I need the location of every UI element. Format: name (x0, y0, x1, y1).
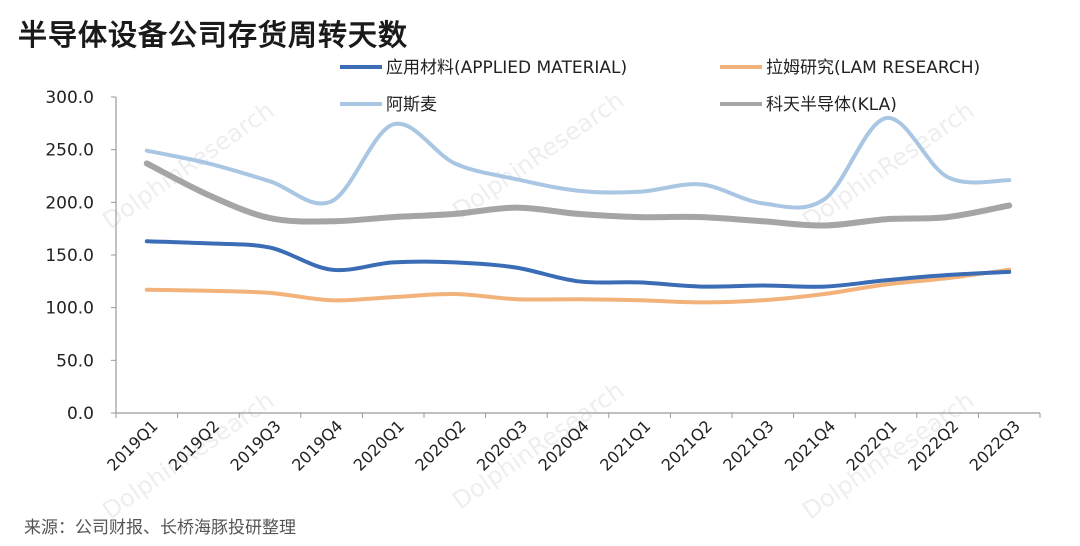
y-tick-label: 200.0 (45, 193, 94, 213)
series-line-applied (144, 239, 1012, 289)
source-note: 来源：公司财报、长桥海豚投研整理 (24, 518, 296, 538)
legend-label-kla: 科天半导体(KLA) (766, 95, 897, 115)
legend-label-applied: 应用材料(APPLIED MATERIAL) (386, 58, 627, 78)
x-tick-label: 2022Q3 (966, 416, 1024, 474)
y-tick-label: 100.0 (45, 299, 94, 319)
x-tick-label: 2019Q4 (288, 416, 346, 474)
x-tick-label: 2021Q1 (596, 416, 654, 474)
y-tick-label: 300.0 (45, 88, 94, 108)
series-line-lam (144, 267, 1012, 305)
watermark-text: DolphinResearch (447, 86, 629, 225)
watermark-text: DolphinResearch (797, 386, 979, 525)
y-tick-label: 250.0 (45, 141, 94, 161)
y-axis-ticks: 0.0 50.0 100.0 150.0 200.0 250.0 300.0 (45, 88, 116, 424)
y-tick-label: 0.0 (67, 404, 94, 424)
x-tick-label: 2021Q3 (719, 416, 777, 474)
series-line-kla (143, 160, 1013, 229)
x-tick-label: 2020Q1 (350, 416, 408, 474)
legend-label-asml: 阿斯麦 (386, 95, 437, 115)
x-tick-label: 2021Q4 (781, 416, 839, 474)
legend: 应用材料(APPLIED MATERIAL) 拉姆研究(LAM RESEARCH)… (340, 58, 980, 115)
x-tick-label: 2020Q2 (411, 416, 469, 474)
series-lines (143, 116, 1013, 305)
y-tick-label: 50.0 (56, 351, 94, 371)
chart-title: 半导体设备公司存货周转天数 (18, 18, 409, 52)
watermark-text: DolphinResearch (447, 376, 629, 515)
y-tick-label: 150.0 (45, 246, 94, 266)
series-line-asml (144, 116, 1012, 210)
legend-label-lam: 拉姆研究(LAM RESEARCH) (766, 58, 980, 78)
x-tick-label: 2021Q2 (658, 416, 716, 474)
